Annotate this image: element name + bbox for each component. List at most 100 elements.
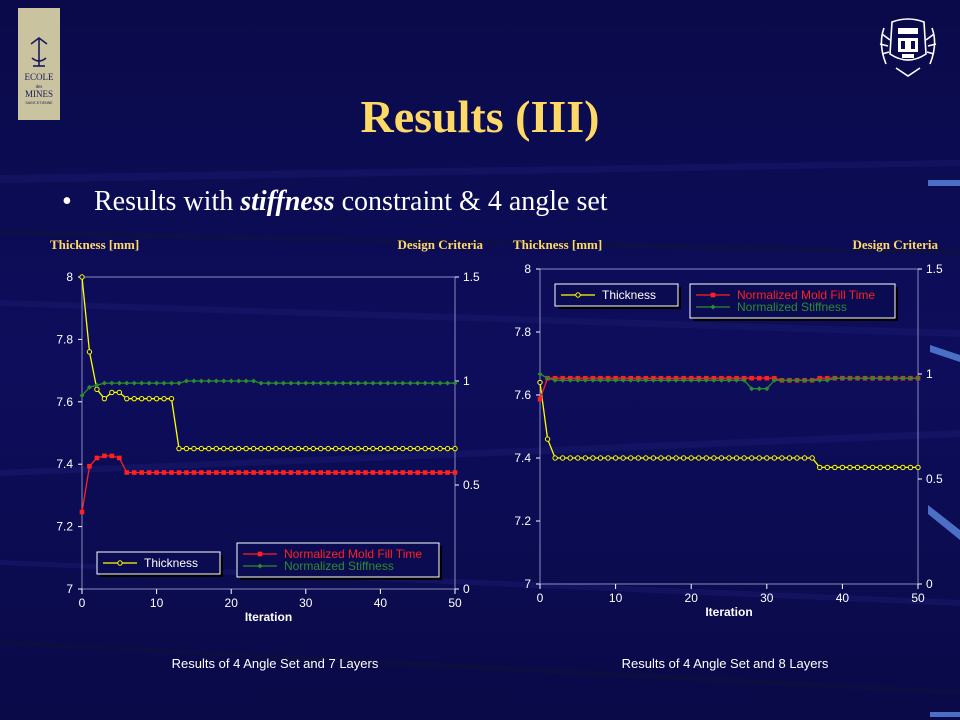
- chart-7-layers-series-normalized-stiffness-point: [101, 380, 107, 386]
- chart-7-layers-left-axis-title: Thickness [mm]: [50, 237, 139, 252]
- chart-7-layers-series-thickness-point: [422, 445, 428, 452]
- chart-8-layers-x-tick-label: 40: [836, 591, 850, 605]
- chart-8-layers-series-normalized-mold-fill-time-point: [764, 375, 770, 381]
- chart-7-layers-series-normalized-stiffness-point: [176, 380, 182, 386]
- chart-7-layers-series-thickness-point: [191, 445, 197, 452]
- chart-8-layers-series-normalized-stiffness-point: [696, 377, 702, 383]
- chart-8-layers-series-thickness-point: [650, 455, 657, 461]
- chart-8-layers-series-normalized-stiffness-point: [907, 375, 913, 381]
- chart-8-layers-series-normalized-mold-fill-time-point: [537, 396, 543, 402]
- chart-8-layers-series-thickness-point: [597, 455, 604, 461]
- chart-7-layers-left-y-tick-label: 7: [66, 582, 73, 596]
- chart-8-layers-right-y-tick-label: 1.5: [926, 262, 943, 276]
- chart-8-layers-x-tick-label: 20: [685, 591, 699, 605]
- chart-7-layers-left-y-tick-label: 7.6: [56, 395, 73, 409]
- chart-7-layers-right-axis-title: Design Criteria: [397, 237, 483, 252]
- chart-8-layers-legend-marker: [575, 292, 581, 298]
- chart-7-layers-series-thickness-point: [101, 395, 108, 402]
- chart-7-layers-series-normalized-stiffness-point: [370, 380, 376, 386]
- chart-8-layers-left-axis-title: Thickness [mm]: [513, 237, 602, 252]
- chart-8-layers-series-thickness-point: [832, 464, 838, 471]
- chart-8-layers-series-thickness-point: [703, 455, 710, 461]
- chart-8-layers-series-thickness-point: [839, 464, 846, 471]
- chart-7-layers-series-thickness-point: [325, 445, 331, 452]
- chart-7-layers-series-normalized-mold-fill-time-point: [258, 470, 264, 475]
- chart-8-layers-x-tick-label: 0: [537, 591, 544, 605]
- chart-7-layers-series-thickness-point: [288, 445, 294, 452]
- chart-7-layers-series-normalized-stiffness-point: [333, 380, 339, 386]
- chart-7-layers-series-normalized-stiffness-point: [109, 380, 115, 386]
- chart-8-layers-series-thickness-point: [900, 464, 906, 471]
- chart-8-layers-series-normalized-stiffness-point: [673, 377, 679, 383]
- chart-8-layers-series-normalized-stiffness-point: [915, 375, 921, 381]
- chart-8-layers-series-normalized-stiffness-point: [628, 377, 634, 383]
- chart-8-layers-series-normalized-stiffness-point: [605, 377, 611, 383]
- chart-8-layers-series-normalized-stiffness-point: [567, 377, 573, 383]
- chart-8-layers-series-thickness-point: [544, 436, 551, 442]
- chart-7-layers-series-normalized-stiffness-point: [340, 380, 346, 386]
- chart-8-layers-left-y-tick-label: 7.8: [514, 325, 531, 339]
- chart-8-layers-series-normalized-stiffness-point: [718, 377, 724, 383]
- chart-8-layers-left-y-tick-label: 7.2: [514, 514, 531, 528]
- chart-8-layers-series-thickness-point: [779, 455, 785, 461]
- chart-8-layers-caption: Results of 4 Angle Set and 8 Layers: [621, 656, 829, 671]
- chart-7-layers-series-thickness-point: [221, 445, 227, 452]
- chart-7-layers-series-thickness-point: [310, 445, 316, 452]
- chart-8-layers-series-normalized-stiffness-point: [666, 377, 672, 383]
- chart-7-layers-series-normalized-mold-fill-time-point: [161, 470, 167, 475]
- chart-8-layers-series-thickness-point: [786, 455, 793, 461]
- chart-7-layers-series-normalized-stiffness-point: [280, 380, 286, 386]
- chart-7-layers-series-normalized-mold-fill-time-point: [407, 470, 413, 475]
- chart-7-layers-series-normalized-stiffness-point: [154, 380, 160, 386]
- chart-8-layers-legend-marker: [710, 304, 716, 310]
- chart-8-layers-series-thickness-point: [824, 464, 830, 471]
- chart-7-layers-legend-label: Thickness: [144, 556, 198, 570]
- chart-8-layers-series-thickness-point: [605, 455, 611, 461]
- chart-7-layers-series-normalized-stiffness-point: [415, 380, 421, 386]
- chart-8-layers-series-thickness-point: [590, 455, 596, 461]
- chart-7-layers-series-normalized-stiffness-point: [385, 380, 391, 386]
- chart-7-layers-series-thickness-point: [243, 445, 249, 452]
- chart-8-layers-series-thickness-point: [665, 455, 672, 461]
- chart-7-layers-series-normalized-stiffness-point: [377, 380, 383, 386]
- chart-8-layers-series-thickness-point: [915, 464, 921, 471]
- chart-7-layers-series-normalized-stiffness-point: [452, 380, 458, 386]
- chart-7-layers-legend-marker: [257, 563, 263, 569]
- chart-7-layers-series-normalized-mold-fill-time-point: [400, 470, 406, 475]
- chart-7-layers-series-thickness-point: [340, 445, 346, 452]
- chart-8-layers-series-normalized-stiffness-point: [643, 377, 649, 383]
- chart-8-layers-series-normalized-stiffness-point: [650, 377, 656, 383]
- chart-8-layers-plot-frame: [539, 268, 919, 585]
- chart-8-layers-series-thickness-point: [628, 455, 634, 461]
- chart-7-layers-series-normalized-mold-fill-time-point: [206, 470, 212, 475]
- chart-8-layers-series-thickness-point: [756, 455, 762, 461]
- chart-8-layers-left-y-tick-label: 7.6: [514, 388, 531, 402]
- chart-8-layers-series-thickness-point: [733, 455, 740, 461]
- chart-7-layers-series-thickness-point: [176, 445, 182, 452]
- chart-7-layers-series-thickness-point: [168, 395, 175, 402]
- chart-7-layers-series-normalized-mold-fill-time-point: [79, 509, 85, 515]
- chart-7-layers-series-normalized-mold-fill-time-point: [318, 470, 324, 475]
- chart-8-layers-series-normalized-stiffness-point: [771, 377, 777, 383]
- chart-7-layers-series-normalized-mold-fill-time-point: [348, 470, 353, 475]
- chart-7-layers-series-normalized-mold-fill-time-point: [281, 470, 286, 475]
- chart-8-layers-right-axis-title: Design Criteria: [852, 237, 938, 252]
- chart-7-layers-series-normalized-mold-fill-time-point: [378, 470, 383, 475]
- chart-8-layers-series-thickness-point: [748, 455, 755, 461]
- chart-7-layers-series-normalized-mold-fill-time-point: [273, 470, 279, 475]
- chart-7-layers-series-thickness-point: [303, 445, 309, 452]
- chart-8-layers-series-thickness-point: [817, 464, 823, 471]
- chart-7-layers-x-tick-label: 10: [150, 596, 164, 610]
- chart-8-layers-series-normalized-mold-fill-time-point: [756, 375, 762, 381]
- chart-8-layers-right-y-tick-label: 0: [926, 577, 933, 591]
- chart-8-layers-series-thickness-point: [643, 455, 649, 461]
- chart-7-layers-series-normalized-stiffness-point: [213, 378, 219, 384]
- chart-7-layers-series-normalized-mold-fill-time-point: [251, 470, 256, 475]
- chart-8-layers-series-normalized-stiffness-point: [749, 386, 755, 392]
- chart-7-layers-series-normalized-mold-fill-time-point: [184, 470, 189, 475]
- bullet-text-emphasis: stiffness: [240, 186, 335, 217]
- chart-7-layers-x-tick-label: 50: [448, 596, 462, 610]
- chart-7-layers-series-normalized-mold-fill-time-point: [146, 470, 152, 475]
- chart-7-layers-left-y-tick-label: 7.4: [56, 457, 73, 471]
